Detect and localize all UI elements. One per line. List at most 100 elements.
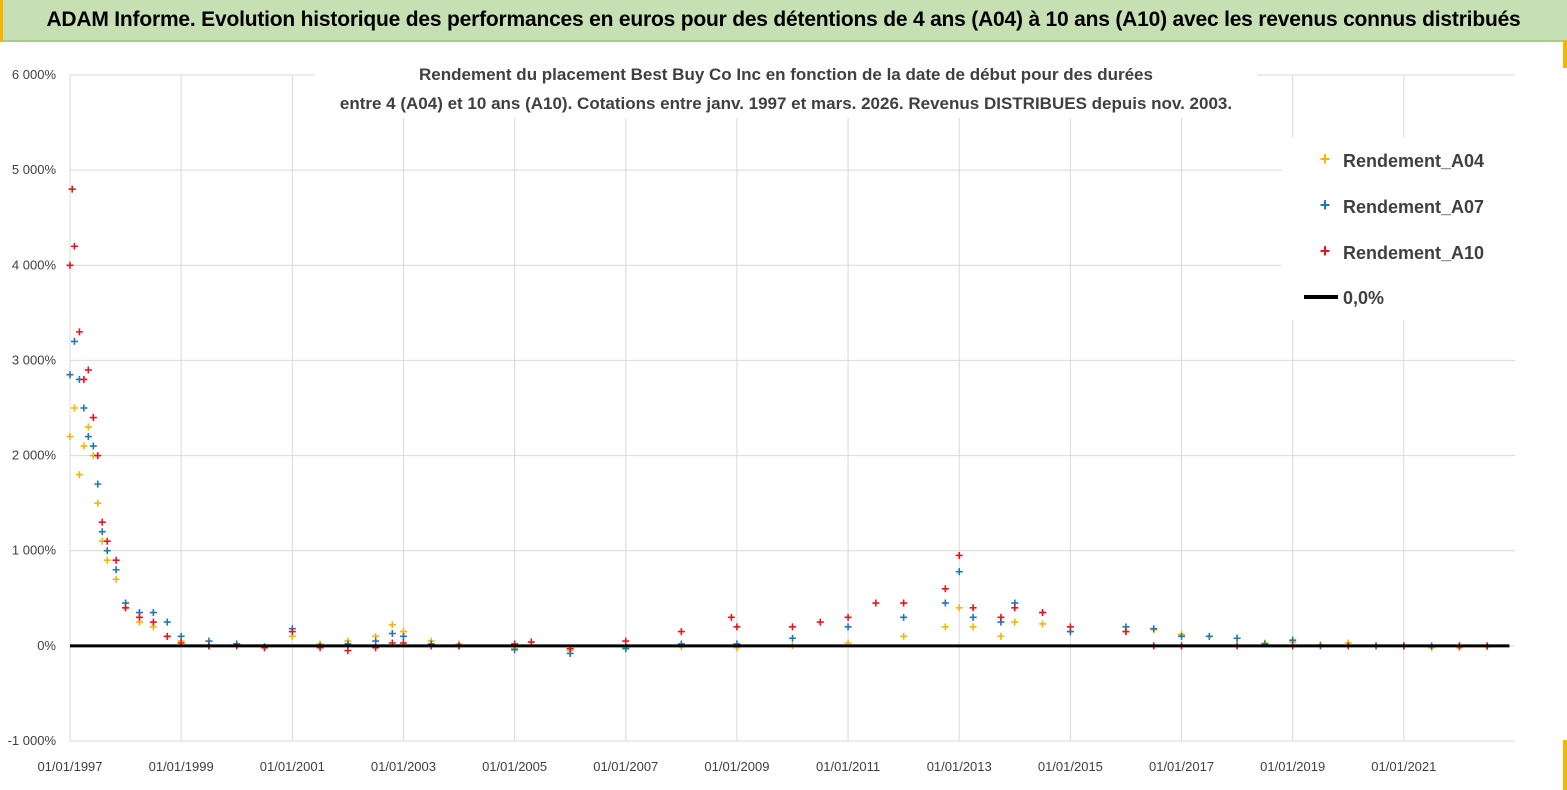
data-point bbox=[149, 609, 157, 617]
data-point bbox=[955, 551, 963, 559]
data-point bbox=[388, 629, 396, 637]
data-point bbox=[84, 433, 92, 441]
data-point bbox=[1205, 632, 1213, 640]
x-tick-label: 01/01/2017 bbox=[1149, 759, 1214, 774]
data-point bbox=[177, 632, 185, 640]
data-point bbox=[1011, 604, 1019, 612]
header-banner: ADAM Informe. Evolution historique des p… bbox=[0, 0, 1567, 42]
chart-title-line-1: Rendement du placement Best Buy Co Inc e… bbox=[419, 65, 1153, 84]
corner-mark-top-left bbox=[0, 0, 3, 42]
title-background bbox=[315, 58, 1257, 118]
y-tick-label: 5 000% bbox=[12, 162, 57, 177]
data-point bbox=[66, 261, 74, 269]
y-tick-label: 2 000% bbox=[12, 448, 57, 463]
y-axis-ticks: 6 000% 5 000% 4 000% 3 000% 2 000% 1 000% 0% -1… bbox=[8, 67, 57, 748]
data-point bbox=[288, 628, 296, 636]
data-point bbox=[68, 185, 76, 193]
data-point bbox=[941, 599, 949, 607]
series-rendement-a04 bbox=[66, 404, 1491, 655]
data-point bbox=[733, 623, 741, 631]
legend-marker-a07: + bbox=[1320, 195, 1331, 215]
data-point bbox=[98, 528, 106, 536]
data-point bbox=[94, 452, 102, 460]
data-point bbox=[1233, 634, 1241, 642]
data-point bbox=[872, 599, 880, 607]
data-point bbox=[727, 613, 735, 621]
data-point bbox=[135, 613, 143, 621]
data-point bbox=[122, 604, 130, 612]
x-tick-label: 01/01/1997 bbox=[37, 759, 102, 774]
data-point bbox=[112, 566, 120, 574]
data-point bbox=[844, 613, 852, 621]
data-point bbox=[997, 613, 1005, 621]
data-point bbox=[94, 499, 102, 507]
x-tick-label: 01/01/2003 bbox=[371, 759, 436, 774]
data-point bbox=[1066, 623, 1074, 631]
data-point bbox=[80, 404, 88, 412]
data-point bbox=[89, 414, 97, 422]
x-tick-label: 01/01/2005 bbox=[482, 759, 547, 774]
data-point bbox=[399, 632, 407, 640]
data-point bbox=[75, 471, 83, 479]
x-tick-label: 01/01/2013 bbox=[927, 759, 992, 774]
series-rendement-a07 bbox=[66, 337, 1491, 657]
data-point bbox=[941, 585, 949, 593]
data-point bbox=[1011, 618, 1019, 626]
series-rendement-a10 bbox=[66, 185, 1491, 655]
data-point bbox=[969, 604, 977, 612]
data-point bbox=[163, 618, 171, 626]
x-tick-label: 01/01/2001 bbox=[260, 759, 325, 774]
data-point bbox=[900, 613, 908, 621]
x-tick-label: 01/01/1999 bbox=[149, 759, 214, 774]
data-point bbox=[80, 375, 88, 383]
data-point bbox=[163, 632, 171, 640]
data-point bbox=[70, 404, 78, 412]
corner-mark-bottom-right bbox=[1563, 740, 1567, 790]
chart-title-line-2: entre 4 (A04) et 10 ans (A10). Cotations… bbox=[340, 94, 1232, 113]
legend-label-a10: Rendement_A10 bbox=[1343, 243, 1484, 263]
data-point bbox=[622, 637, 630, 645]
data-point bbox=[1039, 620, 1047, 628]
y-tick-label: 6 000% bbox=[12, 67, 57, 82]
y-tick-label: -1 000% bbox=[8, 733, 57, 748]
data-point bbox=[997, 632, 1005, 640]
data-point bbox=[89, 442, 97, 450]
data-point bbox=[941, 623, 949, 631]
legend-label-a04: Rendement_A04 bbox=[1343, 151, 1484, 171]
data-point bbox=[84, 423, 92, 431]
data-point bbox=[75, 328, 83, 336]
y-tick-label: 4 000% bbox=[12, 257, 57, 272]
data-point bbox=[789, 634, 796, 642]
data-point bbox=[1039, 609, 1047, 617]
legend-marker-a10: + bbox=[1320, 241, 1331, 261]
data-point bbox=[677, 628, 685, 636]
legend-label-a07: Rendement_A07 bbox=[1343, 197, 1484, 217]
y-tick-label: 1 000% bbox=[12, 543, 57, 558]
x-tick-label: 01/01/2019 bbox=[1260, 759, 1325, 774]
data-point bbox=[388, 621, 396, 629]
data-point bbox=[84, 366, 92, 374]
data-point bbox=[1178, 632, 1186, 640]
legend-label-zero: 0,0% bbox=[1343, 288, 1384, 308]
data-point bbox=[94, 480, 102, 488]
data-point bbox=[1150, 625, 1158, 633]
data-point bbox=[103, 547, 111, 555]
data-point bbox=[955, 568, 963, 576]
data-point bbox=[103, 537, 111, 545]
legend-marker-a04: + bbox=[1320, 149, 1331, 169]
series-layer bbox=[66, 185, 1510, 657]
legend: + Rendement_A04 + Rendement_A07 + Rendem… bbox=[1282, 138, 1515, 320]
data-point bbox=[955, 604, 963, 612]
y-tick-label: 3 000% bbox=[12, 352, 57, 367]
x-tick-label: 01/01/2021 bbox=[1371, 759, 1436, 774]
data-point bbox=[70, 337, 78, 345]
x-tick-label: 01/01/2009 bbox=[704, 759, 769, 774]
data-point bbox=[66, 433, 74, 441]
data-point bbox=[149, 618, 157, 626]
data-point bbox=[816, 618, 824, 626]
x-tick-label: 01/01/2011 bbox=[816, 759, 880, 774]
data-point bbox=[98, 518, 106, 526]
data-point bbox=[900, 632, 908, 640]
